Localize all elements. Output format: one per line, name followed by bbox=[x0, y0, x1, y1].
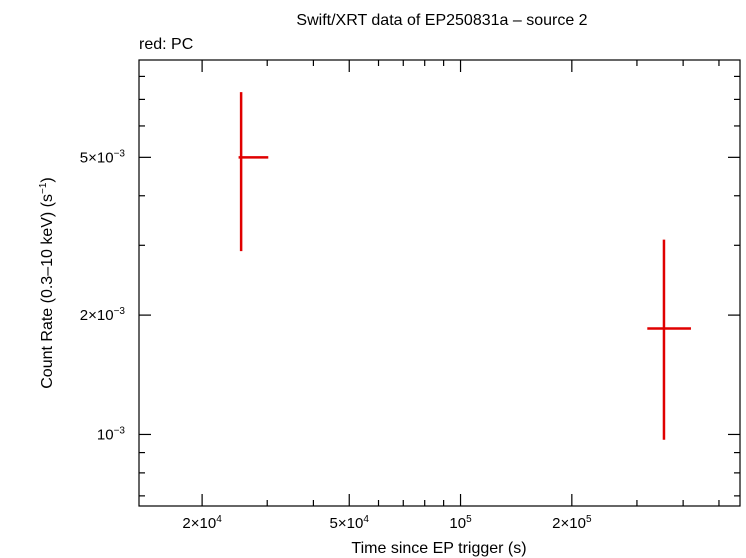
x-axis-label: Time since EP trigger (s) bbox=[351, 540, 526, 557]
y-axis-label-end: ) bbox=[39, 177, 56, 182]
plot-frame bbox=[138, 59, 741, 507]
legend-text: red: PC bbox=[139, 36, 193, 53]
x-tick-labels: 2×104 5×104 105 2×105 bbox=[182, 514, 592, 532]
major-ticks bbox=[139, 60, 740, 506]
x-tick-label: 2×105 bbox=[552, 514, 592, 532]
y-tick-labels: 5×10−3 2×10−3 10−3 bbox=[80, 148, 126, 443]
y-tick-label: 5×10−3 bbox=[80, 148, 126, 166]
data-point bbox=[647, 239, 691, 440]
y-tick-label: 10−3 bbox=[97, 425, 126, 443]
y-tick-label: 2×10−3 bbox=[80, 306, 126, 324]
data-point bbox=[238, 92, 269, 252]
y-axis-label-sup: −1 bbox=[38, 182, 49, 194]
minor-ticks bbox=[139, 60, 740, 506]
chart-title: Swift/XRT data of EP250831a – source 2 bbox=[296, 12, 587, 29]
x-tick-label: 2×104 bbox=[182, 514, 222, 532]
y-axis-label-main: Count Rate (0.3–10 keV) (s bbox=[39, 194, 56, 389]
x-tick-label: 5×104 bbox=[330, 514, 370, 532]
data-points bbox=[238, 92, 691, 440]
x-tick-label: 105 bbox=[449, 514, 472, 532]
y-axis-label: Count Rate (0.3–10 keV) (s−1) bbox=[38, 177, 56, 389]
